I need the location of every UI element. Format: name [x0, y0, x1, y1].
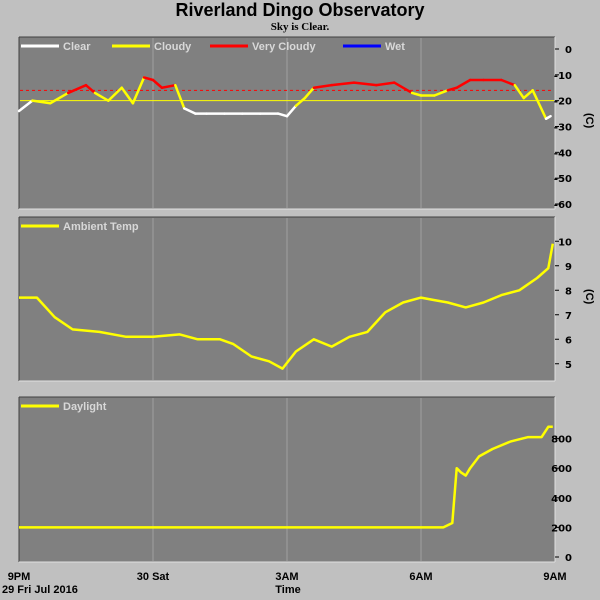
series-sky-segment — [174, 83, 186, 110]
y-tick-label: 5 — [565, 360, 572, 371]
y-unit-label: (C) — [583, 113, 595, 129]
y-tick-label: 800 — [551, 435, 572, 446]
sky-status: Sky is Clear. — [270, 21, 330, 33]
panel-sky: 0 -10 -20 -30 -40 -50 -60 (C) Clear Cloudy Very Cl… — [17, 36, 595, 211]
series-sky-segment — [375, 81, 396, 87]
y-tick-label: -30 — [554, 123, 572, 134]
x-tick-label: 9AM — [543, 571, 566, 583]
y-tick-label: 7 — [565, 311, 572, 322]
series-sky-segment — [160, 83, 177, 89]
y-tick-label: 6 — [565, 335, 572, 346]
x-tick-label: 6AM — [409, 571, 432, 583]
series-sky-segment — [330, 81, 356, 87]
series-sky-segment — [522, 89, 534, 100]
series-sky-segment — [142, 76, 155, 82]
x-tick-label: 3AM — [275, 571, 298, 583]
series-sky-segment — [303, 86, 316, 100]
legend-label: Daylight — [63, 401, 107, 413]
series-sky-segment — [352, 81, 378, 87]
panel-ambient: 5 6 7 8 9 10 (C) Ambient Temp — [18, 216, 595, 382]
y-tick-label: -10 — [554, 71, 572, 82]
series-sky-segment — [84, 83, 97, 95]
series-sky-segment — [93, 91, 110, 102]
series-sky-segment — [544, 114, 552, 120]
series-sky-segment — [49, 91, 70, 105]
y-tick-label: 9 — [565, 262, 572, 273]
series-sky-segment — [446, 86, 458, 92]
series-daylight-line — [19, 425, 553, 529]
series-sky-segment — [66, 83, 88, 95]
series-sky-segment — [455, 78, 472, 89]
y-tick-label: -20 — [554, 97, 572, 108]
series-sky-segment — [294, 96, 307, 108]
series-sky-segment — [392, 81, 414, 95]
y-tick-label: 0 — [565, 45, 572, 56]
series-sky-segment — [131, 76, 146, 105]
y-tick-label: 600 — [551, 464, 572, 475]
series-sky-segment — [433, 89, 450, 97]
y-tick-label: 8 — [565, 286, 572, 297]
series-sky-segment — [31, 99, 52, 105]
panel-daylight: 0 200 400 600 800 Daylight — [18, 396, 572, 564]
legend-label: Very Cloudy — [252, 41, 316, 53]
series-sky-segment — [312, 83, 333, 89]
series-sky-segment — [17, 99, 34, 113]
x-axis-title: Time — [275, 584, 300, 596]
y-tick-label: 200 — [551, 523, 572, 534]
series-sky-segment — [107, 86, 123, 102]
legend-label: Cloudy — [154, 41, 192, 53]
series-sky-segment — [120, 86, 135, 105]
series-sky-segment — [500, 78, 517, 87]
series-sky-segment — [183, 107, 197, 115]
y-tick-label: -60 — [554, 200, 572, 211]
page-title: Riverland Dingo Observatory — [175, 0, 425, 20]
series-sky-segment — [410, 91, 423, 97]
y-unit-label: (C) — [583, 289, 595, 305]
y-tick-label: 400 — [551, 494, 572, 505]
y-tick-label: 10 — [558, 237, 572, 248]
legend-label: Wet — [385, 41, 405, 53]
y-tick-label: -40 — [554, 148, 572, 159]
series-sky-segment — [531, 89, 548, 120]
x-tick-label: 9PM — [8, 571, 31, 583]
series-sky-segment — [151, 78, 164, 89]
y-tick-label: 0 — [565, 553, 572, 564]
series-sky-segment — [276, 112, 289, 118]
series-ambient-line — [19, 243, 555, 370]
x-tick-label: 30 Sat — [137, 571, 170, 583]
series-sky-segment — [285, 104, 298, 118]
date-label: 29 Fri Jul 2016 — [2, 584, 78, 596]
series-sky-segment — [513, 83, 525, 100]
legend-label: Ambient Temp — [63, 221, 139, 233]
legend-label: Clear — [63, 41, 91, 53]
y-tick-label: -50 — [554, 174, 572, 185]
